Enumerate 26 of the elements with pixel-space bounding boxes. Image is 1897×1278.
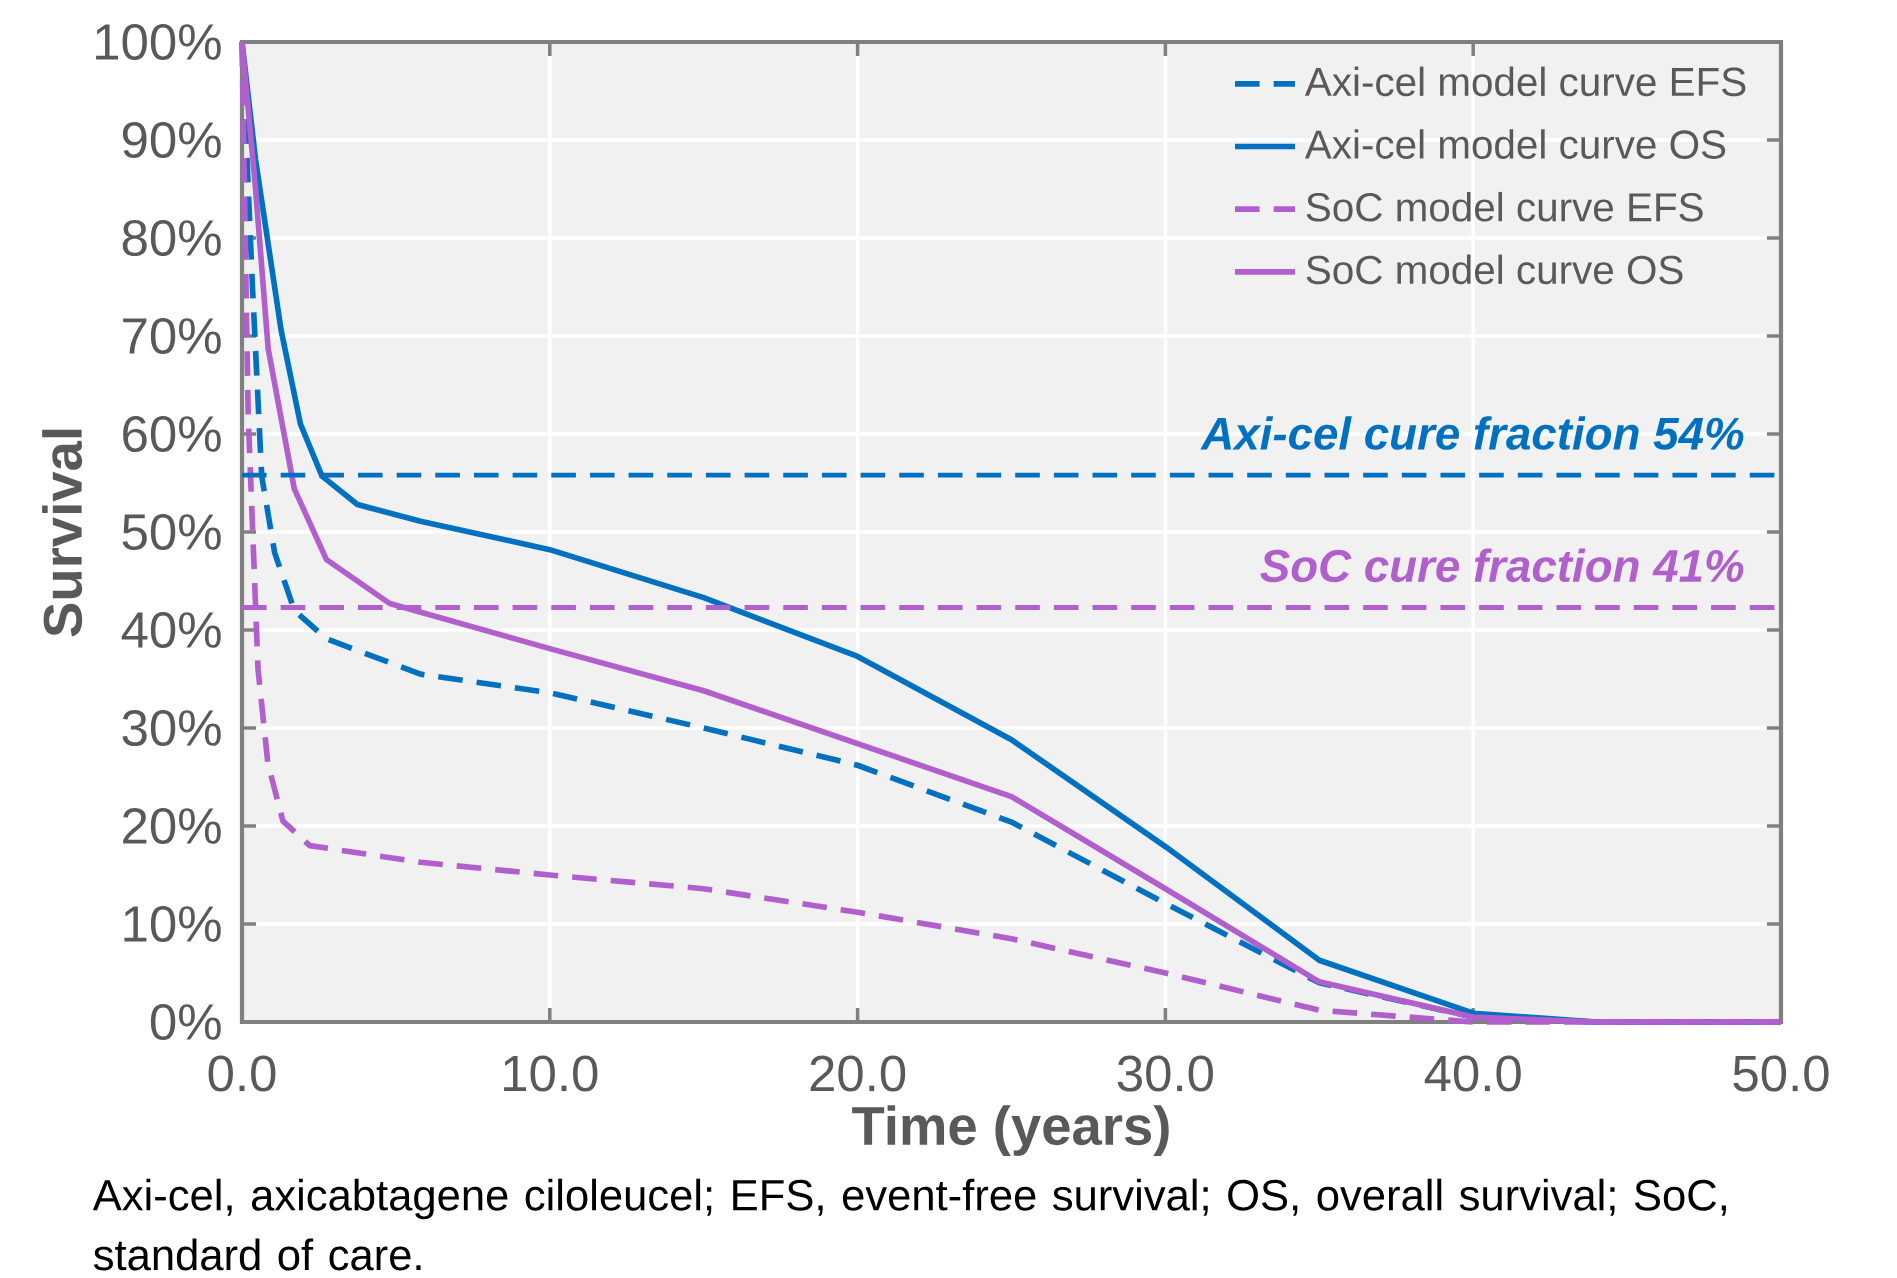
y-tick-label: 10%: [124, 905, 221, 943]
text: Axi-cel, axicabtagene ciloleucel; EFS, event-free survival; OS, overall survival; SoC, standard of care.: [92, 1178, 1726, 1271]
y-tick-label: 20%: [123, 807, 221, 845]
y-tick-label: 100%: [96, 23, 221, 61]
y-tick-label: 30%: [122, 709, 221, 747]
y-tick-label: 60%: [123, 415, 221, 453]
y-tick-label: 80%: [122, 219, 221, 257]
y-tick-label: 90%: [122, 121, 221, 159]
legend-label: SoC model curve EFS: [1306, 191, 1703, 222]
y-tick-label: 70%: [123, 317, 221, 355]
ref-line-label: Axi-cel cure fraction 54%: [1200, 416, 1744, 450]
y-axis-title: Survival: [42, 429, 83, 637]
x-tick-label: 30.0: [1117, 1055, 1213, 1092]
ref-line-label: SoC cure fraction 41%: [1260, 548, 1744, 583]
y-tick-label: 40%: [121, 611, 221, 649]
x-tick-label: 0.0: [208, 1055, 276, 1092]
y-tick-label: 0%: [150, 1003, 221, 1041]
x-tick-label: 10.0: [504, 1055, 598, 1092]
legend-label: Axi-cel model curve EFS: [1304, 66, 1746, 97]
legend-label: SoC model curve OS: [1306, 254, 1683, 285]
x-axis-title: Time (years): [852, 1105, 1169, 1156]
y-tick-label: 50%: [122, 513, 221, 551]
x-tick-label: 50.0: [1733, 1055, 1829, 1092]
x-tick-label: 40.0: [1424, 1055, 1521, 1092]
legend-label: Axi-cel model curve OS: [1304, 129, 1726, 159]
x-tick-label: 20.0: [810, 1055, 906, 1092]
